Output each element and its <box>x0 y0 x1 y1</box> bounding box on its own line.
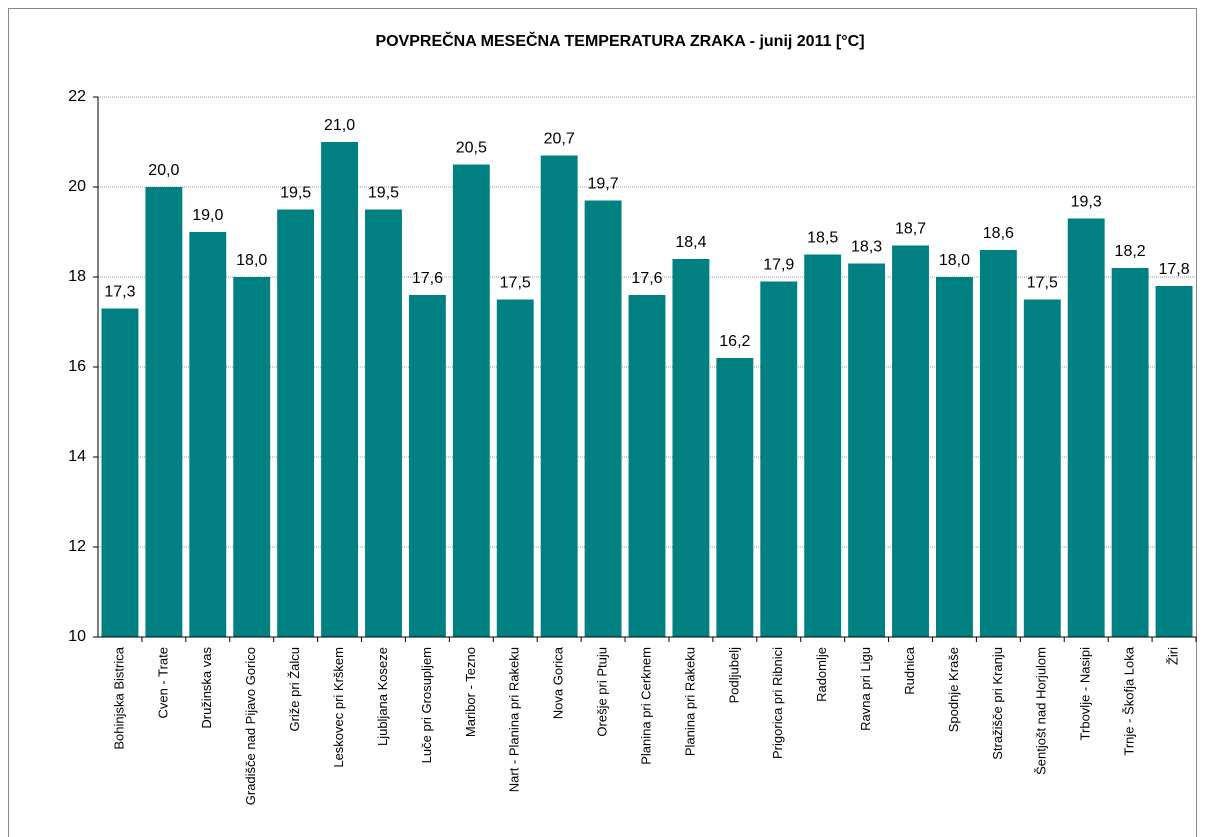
value-label: 18,7 <box>895 221 926 238</box>
bar <box>1067 218 1105 637</box>
x-tick-label: Orešje pri Ptuju <box>595 647 610 737</box>
bar <box>672 259 710 637</box>
value-label: 18,2 <box>1115 243 1146 260</box>
value-label: 20,7 <box>544 131 575 148</box>
value-label: 19,5 <box>368 185 399 202</box>
chart-title: POVPREČNA MESEČNA TEMPERATURA ZRAKA - ju… <box>375 31 864 50</box>
bar <box>1023 299 1061 637</box>
x-tick-label: Šentjošt nad Horjulom <box>1034 647 1049 775</box>
x-tick-label: Prigorica pri Ribnici <box>770 647 785 759</box>
bar <box>540 155 578 637</box>
bar <box>628 295 666 637</box>
bar <box>1111 268 1149 637</box>
x-tick-label: Trnje - Škofja Loka <box>1122 646 1137 755</box>
value-label: 17,5 <box>1027 275 1058 292</box>
bar <box>496 299 534 637</box>
value-label: 19,5 <box>280 185 311 202</box>
x-tick-label: Ljubljana Koseze <box>375 647 390 746</box>
value-label: 19,7 <box>588 176 619 193</box>
x-tick-label: Trbovlje - Nasipi <box>1078 647 1093 741</box>
x-tick-label: Griže pri Žalcu <box>287 647 302 732</box>
x-tick-label: Leskovec pri Krškem <box>331 647 346 768</box>
value-label: 17,3 <box>104 284 135 301</box>
value-label: 17,5 <box>500 275 531 292</box>
bar <box>408 295 446 637</box>
y-tick-label: 22 <box>68 88 86 105</box>
x-tick-label: Podljubelj <box>726 647 741 703</box>
bar <box>892 245 929 637</box>
bar <box>321 142 359 637</box>
bar <box>189 232 227 637</box>
y-tick-label: 20 <box>68 178 86 195</box>
bar <box>584 200 622 637</box>
value-label: 17,8 <box>1158 261 1189 278</box>
y-tick-label: 18 <box>68 268 86 285</box>
bar <box>1155 286 1193 637</box>
x-tick-label: Bohinjska Bistrica <box>111 646 126 749</box>
bar <box>760 281 798 637</box>
value-label: 18,0 <box>939 252 970 269</box>
x-tick-label: Spodnje Kraše <box>946 647 961 732</box>
value-label: 19,0 <box>192 207 223 224</box>
bar <box>101 308 139 637</box>
bar <box>365 209 402 637</box>
value-label: 17,9 <box>763 257 794 274</box>
value-label: 20,5 <box>456 140 487 157</box>
bar <box>979 250 1017 637</box>
chart-frame <box>8 8 1197 837</box>
value-label: 18,3 <box>851 239 882 256</box>
y-tick-label: 12 <box>68 538 86 555</box>
value-label: 16,2 <box>719 333 750 350</box>
x-tick-label: Nova Gorica <box>551 646 566 719</box>
bar <box>848 263 886 637</box>
x-tick-label: Planina pri Rakeku <box>682 647 697 756</box>
value-label: 17,6 <box>412 270 443 287</box>
bar <box>277 209 315 637</box>
bar <box>452 164 490 637</box>
bar <box>716 358 754 637</box>
x-tick-label: Nart - Planina pri Rakeku <box>507 647 522 792</box>
bar <box>935 277 973 637</box>
x-tick-label: Cven - Trate <box>155 647 170 719</box>
value-label: 18,6 <box>983 225 1014 242</box>
x-tick-label: Planina pri Cerknem <box>638 647 653 765</box>
value-label: 20,0 <box>148 162 179 179</box>
value-label: 19,3 <box>1071 194 1102 211</box>
value-label: 18,0 <box>236 252 267 269</box>
x-tick-label: Radomlje <box>814 647 829 702</box>
x-tick-label: Gradišče nad Pijavo Gorico <box>243 647 258 805</box>
bar <box>145 187 183 637</box>
x-tick-label: Rudnica <box>902 646 917 694</box>
y-tick-label: 14 <box>68 448 86 465</box>
x-tick-label: Družinska vas <box>199 647 214 729</box>
x-tick-label: Maribor - Tezno <box>463 647 478 737</box>
bar <box>804 254 842 637</box>
y-tick-label: 10 <box>68 628 86 645</box>
x-tick-label: Žiri <box>1165 647 1180 665</box>
bar <box>233 277 271 637</box>
x-tick-label: Ravna pri Ligu <box>858 647 873 731</box>
value-label: 21,0 <box>324 117 355 134</box>
x-tick-label: Luče pri Grosupljem <box>419 647 434 763</box>
value-label: 18,4 <box>675 234 706 251</box>
x-tick-label: Stražišče pri Kranju <box>990 647 1005 760</box>
value-label: 17,6 <box>631 270 662 287</box>
y-tick-label: 16 <box>68 358 86 375</box>
value-label: 18,5 <box>807 230 838 247</box>
